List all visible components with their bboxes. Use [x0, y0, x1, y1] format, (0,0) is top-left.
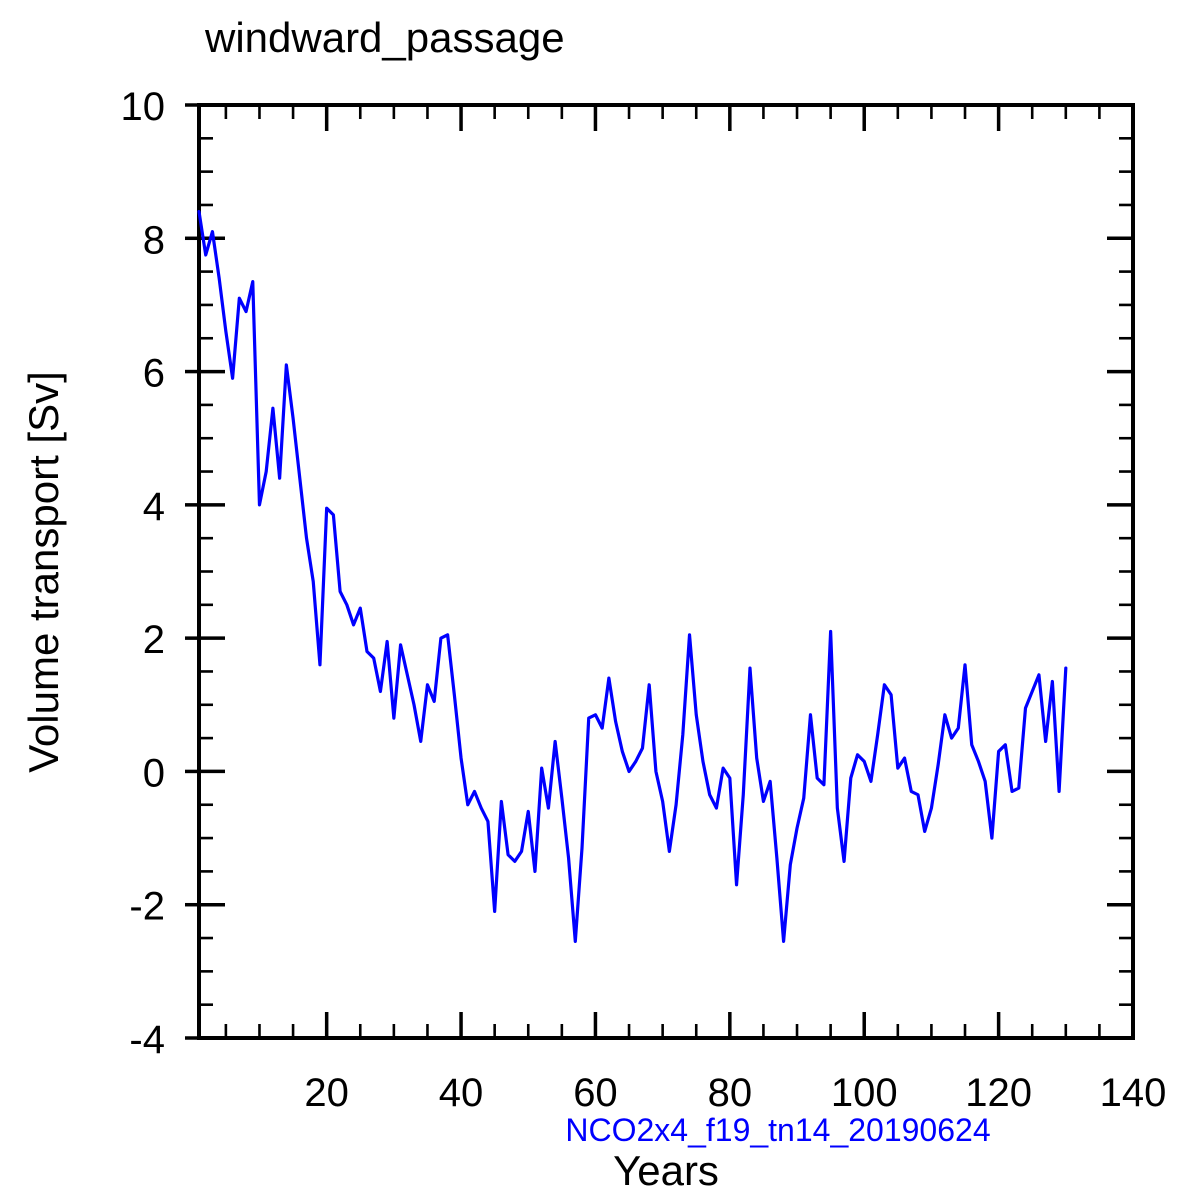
x-tick-label: 140 — [1100, 1071, 1167, 1115]
axis-ticks — [185, 103, 1135, 1040]
axis-tick-labels: 20 40 60 80 100 120 140 -4 -2 0 2 4 6 8 10 — [121, 85, 1167, 1115]
x-axis-label: Years — [613, 1147, 719, 1194]
x-tick-label: 100 — [831, 1071, 898, 1115]
y-tick-label: 0 — [143, 751, 165, 795]
y-tick-label: 6 — [143, 352, 165, 396]
y-axis-label: Volume transport [Sv] — [20, 371, 67, 773]
y-tick-label: 8 — [143, 218, 165, 262]
data-series-line — [197, 210, 1068, 943]
x-tick-label: 20 — [304, 1071, 349, 1115]
page-title: windward_passage — [204, 14, 565, 61]
series-annotation: NCO2x4_f19_tn14_20190624 — [565, 1112, 990, 1148]
y-tick-label: 10 — [121, 85, 166, 129]
x-tick-label: 40 — [439, 1071, 484, 1115]
x-tick-label: 60 — [573, 1071, 618, 1115]
plot-frame — [197, 103, 1135, 1040]
y-tick-label: 4 — [143, 485, 165, 529]
y-tick-label: 2 — [143, 618, 165, 662]
y-tick-label: -4 — [129, 1018, 165, 1062]
x-tick-label: 80 — [708, 1071, 753, 1115]
y-tick-label: -2 — [129, 885, 165, 929]
x-tick-label: 120 — [965, 1071, 1032, 1115]
